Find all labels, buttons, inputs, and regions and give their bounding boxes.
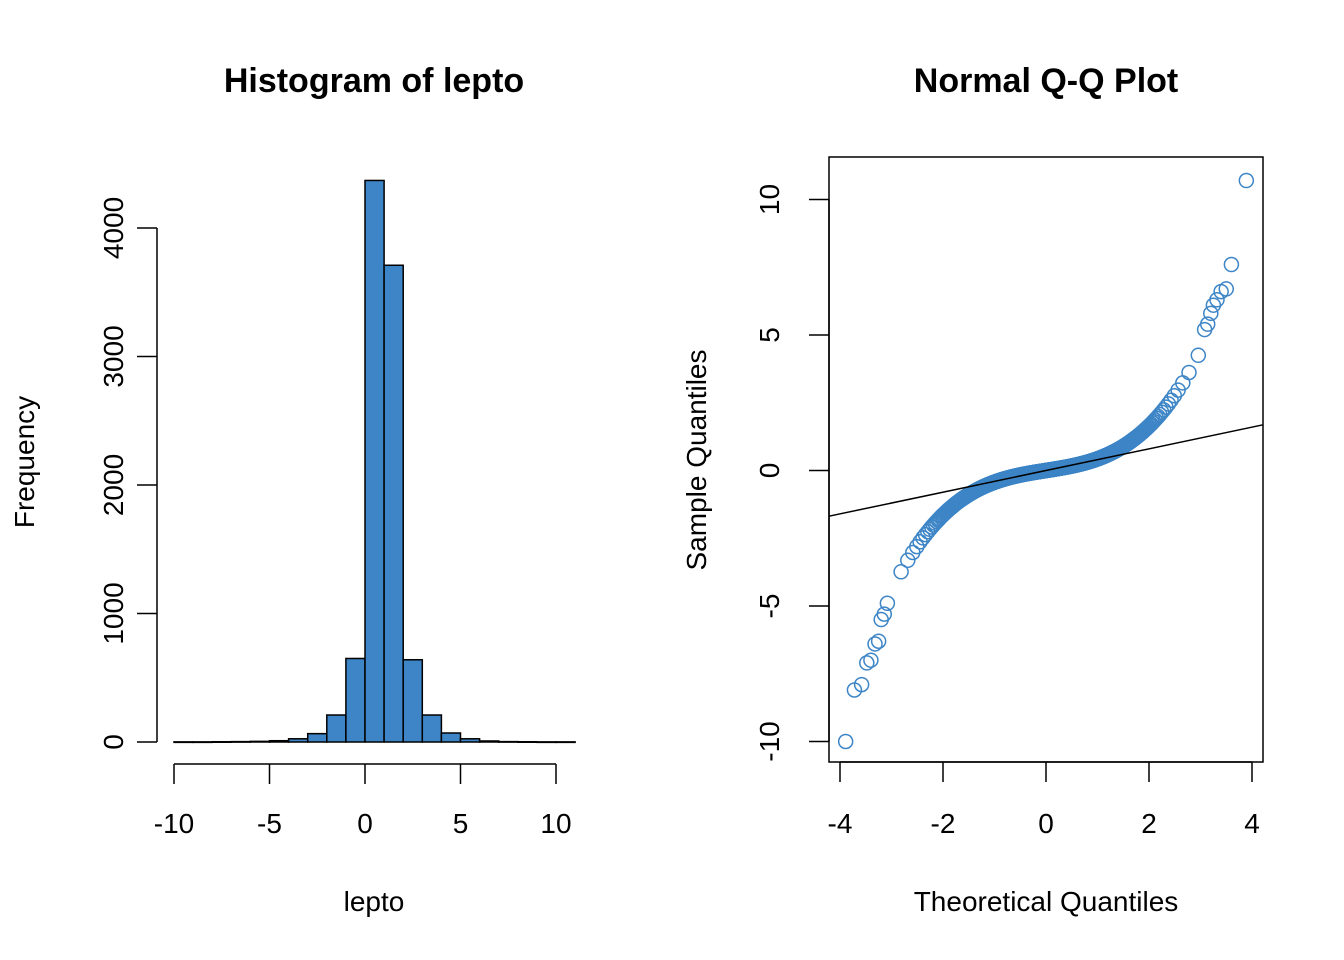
qq-point: [879, 595, 896, 612]
histogram-bar: [459, 738, 481, 743]
histogram-bar: [173, 741, 194, 744]
histogram-bar: [555, 741, 576, 744]
qq-y-axis: -10 -5 0 5 10: [754, 184, 830, 762]
histogram-bar: [517, 740, 538, 743]
histogram-bar: [268, 739, 290, 743]
qq-y-tick-label: 0: [754, 463, 785, 479]
histogram-x-tick-label: 0: [357, 808, 373, 839]
histogram-x-axis: -10 -5 0 5 10: [154, 763, 572, 839]
qq-point: [837, 733, 854, 750]
qq-point: [1160, 396, 1177, 412]
qq-point: [1190, 347, 1207, 364]
histogram-x-tick-label: -10: [154, 808, 194, 839]
histogram-bar: [192, 741, 213, 744]
qq-x-tick-label: 0: [1038, 808, 1054, 839]
histogram-x-axis-label: lepto: [344, 886, 405, 917]
histogram-bar: [478, 740, 500, 743]
histogram-y-tick-label: 3000: [98, 325, 129, 387]
qq-x-axis: -4 -2 0 2 4: [828, 761, 1260, 839]
histogram-y-axis: 0 1000 2000 3000 4000: [98, 197, 158, 750]
histogram-bar: [287, 738, 309, 743]
qq-point: [1196, 321, 1213, 338]
histogram-bar: [364, 179, 385, 743]
qq-point: [1203, 305, 1219, 322]
qq-point: [893, 564, 909, 580]
histogram-bar: [211, 740, 233, 743]
histogram-bar: [249, 740, 271, 743]
histogram-bar: [230, 740, 252, 743]
qq-point: [1218, 281, 1234, 297]
qq-reference-line: [828, 424, 1264, 517]
qq-y-tick-label: 5: [754, 327, 785, 343]
qq-points: [837, 172, 1255, 750]
qq-plot-frame: [828, 156, 1264, 763]
histogram-bar: [402, 659, 424, 743]
qq-plot-panel: Normal Q-Q Plot Theoretical Quantiles Sa…: [681, 62, 1264, 917]
qq-y-axis-label: Sample Quantiles: [681, 349, 712, 570]
qq-x-tick-label: -4: [828, 808, 853, 839]
qq-point: [1199, 316, 1216, 332]
qq-point: [900, 552, 916, 569]
histogram-bar: [536, 741, 557, 744]
qq-point: [1238, 172, 1255, 189]
qq-point: [1181, 364, 1197, 381]
histogram-bar: [326, 714, 347, 743]
qq-y-tick-label: -10: [754, 721, 785, 761]
histogram-y-tick-label: 2000: [98, 454, 129, 516]
histogram-y-axis-label: Frequency: [9, 396, 40, 528]
histogram-y-tick-label: 1000: [98, 582, 129, 644]
qq-point: [867, 636, 883, 652]
qq-x-tick-label: 2: [1141, 808, 1157, 839]
qq-point: [870, 633, 887, 649]
qq-x-tick-label: -2: [931, 808, 956, 839]
qq-point: [873, 611, 889, 628]
histogram-y-tick-label: 4000: [98, 197, 129, 259]
histogram-y-tick-label: 0: [98, 734, 129, 750]
qq-x-tick-label: 4: [1244, 808, 1260, 839]
histogram-bar: [497, 740, 519, 743]
qq-y-tick-label: 10: [754, 184, 785, 215]
qq-plot-title: Normal Q-Q Plot: [914, 62, 1178, 100]
histogram-x-tick-label: 5: [453, 808, 469, 839]
qq-point: [1209, 292, 1225, 308]
histogram-bar: [306, 732, 328, 743]
qq-point: [1223, 256, 1240, 273]
histogram-x-tick-label: -5: [257, 808, 282, 839]
qq-point: [859, 655, 875, 671]
histogram-bar: [345, 657, 366, 743]
qq-point: [863, 652, 879, 668]
qq-point: [853, 676, 870, 693]
qq-x-axis-label: Theoretical Quantiles: [914, 886, 1179, 917]
qq-y-tick-label: -5: [754, 594, 785, 619]
histogram-bars: [173, 179, 576, 744]
histogram-panel: Histogram of lepto lepto Frequency -10 -5…: [9, 62, 576, 917]
histogram-x-tick-label: 10: [540, 808, 571, 839]
histogram-bar: [440, 732, 462, 743]
histogram-bar: [421, 714, 443, 743]
histogram-bar: [383, 264, 404, 743]
qq-point: [876, 606, 893, 622]
histogram-title: Histogram of lepto: [224, 62, 524, 100]
